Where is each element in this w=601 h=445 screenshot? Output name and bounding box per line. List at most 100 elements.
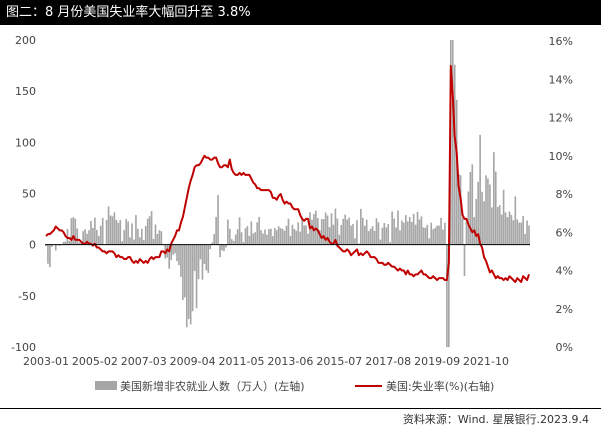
y-right-tick-label: 14% [549, 73, 573, 86]
bar [187, 244, 190, 319]
bar [248, 235, 251, 245]
bar [367, 231, 370, 245]
bar [90, 221, 92, 245]
x-tick-label: 2015-07 [316, 355, 362, 368]
y-right-tick-label: 8% [556, 188, 573, 201]
bar [97, 235, 100, 245]
bar [493, 152, 495, 245]
bar [365, 219, 368, 245]
bar [154, 224, 157, 245]
bar [238, 217, 241, 245]
y-right-tick-label: 2% [556, 303, 573, 316]
bar [80, 242, 82, 245]
bar [219, 244, 221, 258]
bar [467, 191, 470, 245]
bar [264, 229, 266, 245]
bar [391, 211, 393, 245]
x-tick-label: 2005-02 [72, 355, 118, 368]
bar [524, 233, 526, 245]
bar [487, 178, 489, 245]
bar [301, 219, 303, 245]
bar [299, 231, 302, 245]
bar [193, 244, 196, 271]
bar [101, 217, 104, 245]
bar [139, 237, 141, 245]
bar [62, 242, 65, 245]
bar [199, 244, 202, 260]
bar [127, 221, 129, 245]
bar [174, 244, 176, 254]
bar [434, 227, 436, 245]
bar [297, 222, 300, 245]
bar [227, 219, 229, 245]
bar [54, 244, 57, 251]
bar [92, 227, 94, 245]
bar [260, 230, 262, 245]
bar [86, 233, 88, 245]
source-divider [0, 408, 601, 409]
source-note: 资料来源：Wind. 星展银行.2023.9.4 [402, 413, 589, 426]
y-right-tick-label: 0% [556, 341, 573, 354]
bar [225, 244, 227, 248]
bar [172, 244, 174, 255]
bar [416, 211, 419, 245]
bar [197, 244, 200, 280]
bar [318, 230, 321, 245]
bar [352, 224, 354, 245]
bar [510, 214, 513, 245]
bar [228, 228, 231, 245]
bar [465, 220, 468, 245]
bar [113, 212, 116, 245]
bar [307, 233, 309, 245]
bar [522, 215, 524, 245]
bar [412, 213, 415, 245]
bar [418, 219, 421, 245]
bar [135, 215, 137, 245]
bar [330, 213, 333, 245]
bar [285, 225, 288, 245]
bar [479, 134, 481, 245]
bar [381, 227, 384, 245]
y-left-tick-label: 0 [29, 239, 36, 252]
x-tick-label: 2009-04 [170, 355, 216, 368]
legend-bar-swatch [95, 381, 117, 390]
bar [334, 208, 337, 245]
bar [185, 244, 188, 328]
bar [405, 215, 407, 245]
bar [211, 242, 214, 245]
bar [483, 201, 485, 245]
bar [117, 222, 120, 245]
x-tick-label: 2011-05 [219, 355, 265, 368]
bar [125, 219, 127, 245]
bar [119, 220, 122, 245]
bar [150, 211, 153, 245]
bar [401, 220, 403, 245]
chart: 200 150 100 50 0 -50 -100 16% 14% 12% 10% 8% 6% 4% 2% 0… [11, 34, 573, 393]
axes: 200 150 100 50 0 -50 -100 16% 14% 12% 10% 8% 6% 4% 2% 0… [11, 34, 573, 368]
line-series [45, 64, 530, 283]
bar [512, 220, 515, 245]
bar [328, 227, 331, 245]
bar [207, 244, 210, 273]
bar [489, 184, 491, 245]
bar [485, 175, 487, 245]
bar [356, 220, 358, 245]
bar [189, 244, 192, 325]
bar [422, 227, 425, 245]
bar [463, 244, 466, 276]
y-right-tick-label: 12% [549, 112, 573, 125]
bar [291, 224, 294, 245]
bar [178, 244, 180, 266]
bar [273, 228, 276, 245]
bar [51, 244, 53, 247]
bar [250, 221, 253, 245]
bar [84, 229, 86, 245]
bar [403, 222, 405, 245]
x-tick-label: 2007-03 [121, 355, 167, 368]
bar [322, 219, 325, 245]
bar [451, 40, 454, 245]
bar [236, 229, 239, 245]
bar [516, 219, 519, 245]
bar [121, 241, 124, 245]
bar [397, 210, 399, 245]
